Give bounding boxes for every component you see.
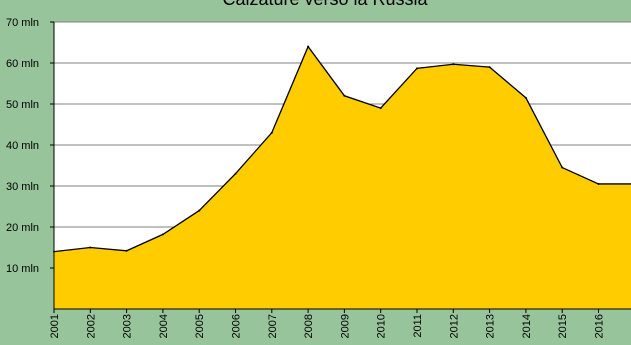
x-tick-label: 2005 [194,314,206,338]
x-tick-label: 2008 [303,314,315,338]
data-point-2006 [234,172,237,175]
area-series [54,46,631,309]
data-point-2009 [343,94,346,97]
data-point-2002 [89,246,92,249]
x-tick-label: 2013 [485,314,497,338]
y-tick-label: 70 mln [6,17,39,29]
x-tick-label: 2012 [448,314,460,338]
y-tick-label: 60 mln [6,58,39,70]
x-tick-label: 2014 [521,314,533,338]
x-tick-labels: 2001 2002 2003 2004 2005 2006 2007 2008 2009 2010… [49,309,631,338]
x-tick-label: 2006 [231,314,243,338]
chart-title: Calzature verso la Russia [222,0,428,9]
x-tick-label: 2007 [267,314,279,338]
data-point-2007 [270,131,273,134]
x-tick-label: 2010 [376,314,388,338]
y-tick-label: 20 mln [6,222,39,234]
data-point-2014 [524,96,527,99]
data-point-2015 [561,166,564,169]
y-tick-label: 30 mln [6,181,39,193]
x-tick-label: 2002 [85,314,97,338]
data-point-2012 [452,63,455,66]
y-tick-labels: 10 mln 20 mln 30 mln 40 mln 50 mln 60 mln 70 m… [6,17,39,275]
x-tick-label: 2016 [594,314,606,338]
data-point-2013 [488,66,491,69]
x-tick-label: 2004 [158,314,170,338]
data-point-2010 [379,107,382,110]
x-tick-label: 2001 [49,314,61,338]
data-point-2016 [597,182,600,185]
data-point-2004 [161,233,164,236]
x-tick-label: 2009 [339,314,351,338]
data-point-2008 [307,45,310,48]
data-point-2003 [125,249,128,252]
x-tick-label: 2015 [557,314,569,338]
data-point-2005 [198,209,201,212]
y-tick-label: 40 mln [6,140,39,152]
x-tick-label: 2011 [412,314,424,338]
y-tick-label: 10 mln [6,263,39,275]
y-tick-label: 50 mln [6,99,39,111]
data-point-2011 [416,67,418,70]
x-tick-label: 2017 [630,314,631,338]
x-tick-label: 2003 [122,314,134,338]
